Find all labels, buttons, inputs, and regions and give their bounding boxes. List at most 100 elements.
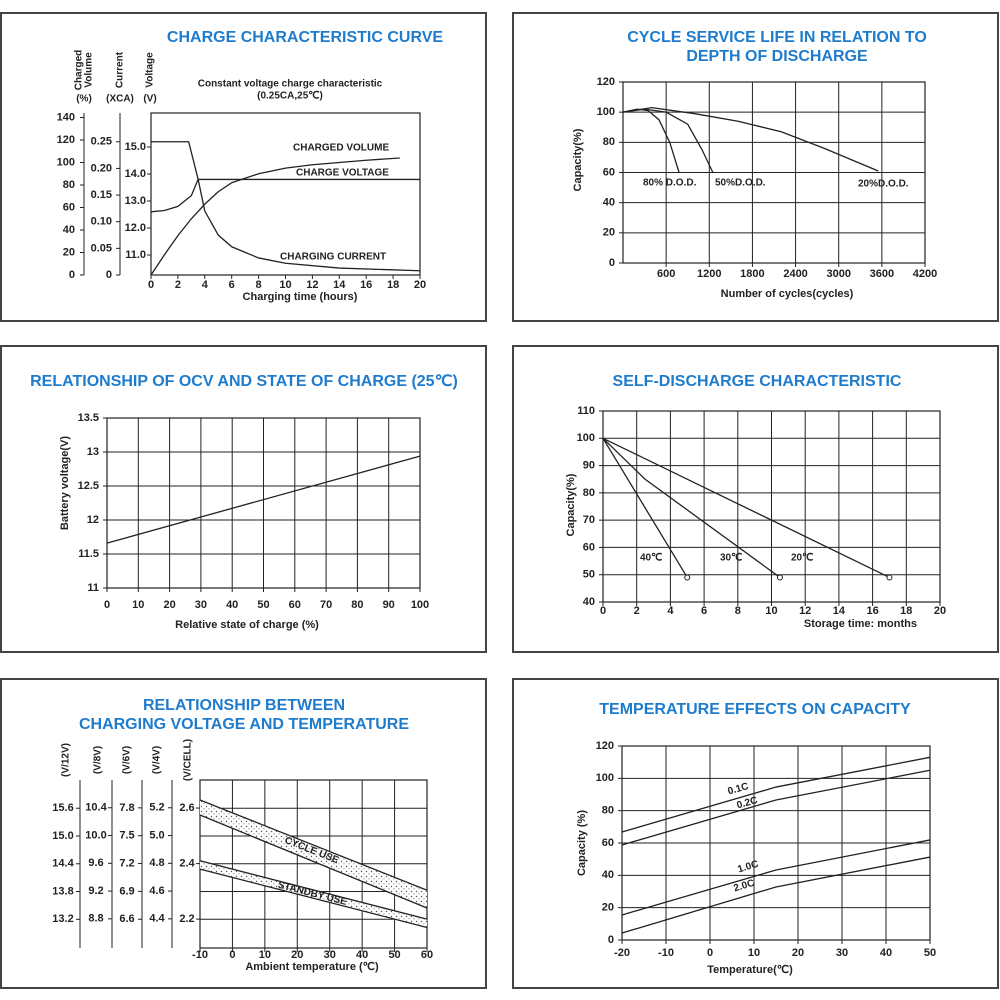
y-tick-label: 13.0 [125, 195, 146, 207]
y-tick-label: 40 [583, 596, 595, 608]
y-tick-label: 110 [577, 405, 595, 417]
series-label: 80% D.O.D. [643, 178, 697, 189]
series-line [151, 141, 421, 272]
y-tick-label: 4.8 [149, 857, 164, 869]
x-tick-label: 60 [289, 599, 301, 611]
y-tick-label: 60 [602, 837, 614, 849]
series-label: 50%D.O.D. [715, 178, 766, 189]
series-label: 20℃ [791, 553, 813, 564]
x-tick-label: 12 [306, 279, 318, 291]
x-tick-label: 0 [148, 279, 154, 291]
series-line [602, 437, 781, 578]
y-axis-title: (V/6V) [122, 746, 133, 774]
y-tick-label: 7.2 [119, 857, 134, 869]
y-tick-label: 20 [602, 902, 614, 914]
y-axis-title: (V/8V) [93, 746, 104, 774]
x-tick-label: 60 [421, 949, 433, 961]
x-tick-label: 0 [707, 947, 713, 959]
annotation: Constant voltage charge characteristic [198, 79, 383, 90]
x-tick-label: 50 [257, 599, 269, 611]
y-tick-label: 50 [583, 569, 595, 581]
series-line [622, 106, 879, 172]
chart-title: CHARGING VOLTAGE AND TEMPERATURE [79, 716, 409, 733]
x-tick-label: 4 [202, 279, 209, 291]
annotation: (0.25CA,25℃) [257, 91, 323, 102]
chart-title: RELATIONSHIP BETWEEN [143, 697, 345, 714]
x-tick-label: 20 [414, 279, 426, 291]
x-tick-label: 40 [356, 949, 368, 961]
x-tick-label: -20 [614, 947, 630, 959]
chart-title: SELF-DISCHARGE CHARACTERISTIC [613, 373, 902, 390]
y-tick-label: 0.10 [91, 216, 112, 228]
band-edge [199, 799, 428, 891]
x-axis-title: Ambient temperature (℃) [245, 961, 379, 973]
y-tick-label: 60 [583, 541, 595, 553]
y-axis-title: Volume [84, 52, 95, 88]
x-tick-label: 10 [132, 599, 144, 611]
y-tick-label: 14.0 [125, 168, 146, 180]
panel [512, 678, 999, 989]
x-tick-label: 3000 [826, 268, 850, 280]
y-tick-label: 0.25 [91, 136, 112, 148]
y-tick-label: 70 [583, 514, 595, 526]
y-tick-label: 80 [583, 487, 595, 499]
x-tick-label: 4200 [913, 268, 937, 280]
series-label: CHARGE VOLTAGE [296, 168, 389, 179]
x-tick-label: 40 [880, 947, 892, 959]
y-tick-label: 6.9 [119, 885, 134, 897]
series-label: 20%D.O.D. [858, 179, 909, 190]
y-tick-label: 80 [63, 179, 75, 191]
y-tick-label: 10.0 [85, 829, 106, 841]
x-tick-label: 70 [320, 599, 332, 611]
series-line [621, 769, 931, 846]
end-marker [776, 574, 783, 581]
x-tick-label: 14 [833, 605, 846, 617]
chart-title: CHARGE CHARACTERISTIC CURVE [167, 29, 443, 46]
x-tick-label: 16 [866, 605, 878, 617]
x-tick-label: 6 [701, 605, 707, 617]
y-axis-title: Capacity (%) [576, 810, 588, 876]
y-tick-label: 4.6 [149, 885, 164, 897]
x-tick-label: 8 [256, 279, 262, 291]
y-tick-label: 80 [603, 136, 615, 148]
band-area [200, 799, 427, 909]
x-tick-label: 40 [226, 599, 238, 611]
y-tick-label: 2.4 [179, 857, 195, 869]
y-tick-label: 40 [63, 224, 75, 236]
x-tick-label: 10 [765, 605, 777, 617]
x-axis-title: Relative state of charge (%) [175, 619, 319, 631]
y-axis-unit: (XCA) [106, 94, 134, 105]
y-axis-title: Voltage [145, 52, 156, 88]
x-axis-title: Temperature(℃) [707, 964, 793, 976]
x-axis-title: Storage time: months [804, 618, 917, 630]
x-tick-label: 80 [351, 599, 363, 611]
y-tick-label: 11.5 [78, 548, 99, 560]
y-tick-label: 15.0 [52, 830, 73, 842]
y-tick-label: 0 [106, 269, 112, 281]
end-marker [684, 574, 691, 581]
y-tick-label: 140 [57, 111, 75, 123]
x-tick-label: 50 [388, 949, 400, 961]
x-tick-label: 18 [900, 605, 912, 617]
y-tick-label: 0.15 [91, 189, 112, 201]
chart-title: CYCLE SERVICE LIFE IN RELATION TO [627, 29, 927, 46]
x-tick-label: 600 [657, 268, 675, 280]
panel [512, 12, 999, 322]
y-axis-title: Battery voltage(V) [59, 436, 71, 530]
y-axis-title: (V/CELL) [183, 739, 194, 781]
y-tick-label: 15.0 [125, 141, 146, 153]
y-tick-label: 20 [63, 246, 75, 258]
series-label: 30℃ [720, 553, 742, 564]
y-tick-label: 120 [596, 740, 614, 752]
y-tick-label: 9.2 [88, 885, 103, 897]
y-tick-label: 0.20 [91, 162, 112, 174]
y-tick-label: 120 [597, 76, 615, 88]
x-tick-label: 2 [634, 605, 640, 617]
x-tick-label: 18 [387, 279, 399, 291]
series-line [150, 157, 400, 276]
y-tick-label: 100 [577, 432, 595, 444]
y-tick-label: 0 [609, 257, 615, 269]
end-marker [886, 574, 893, 581]
x-tick-label: 4 [667, 605, 674, 617]
